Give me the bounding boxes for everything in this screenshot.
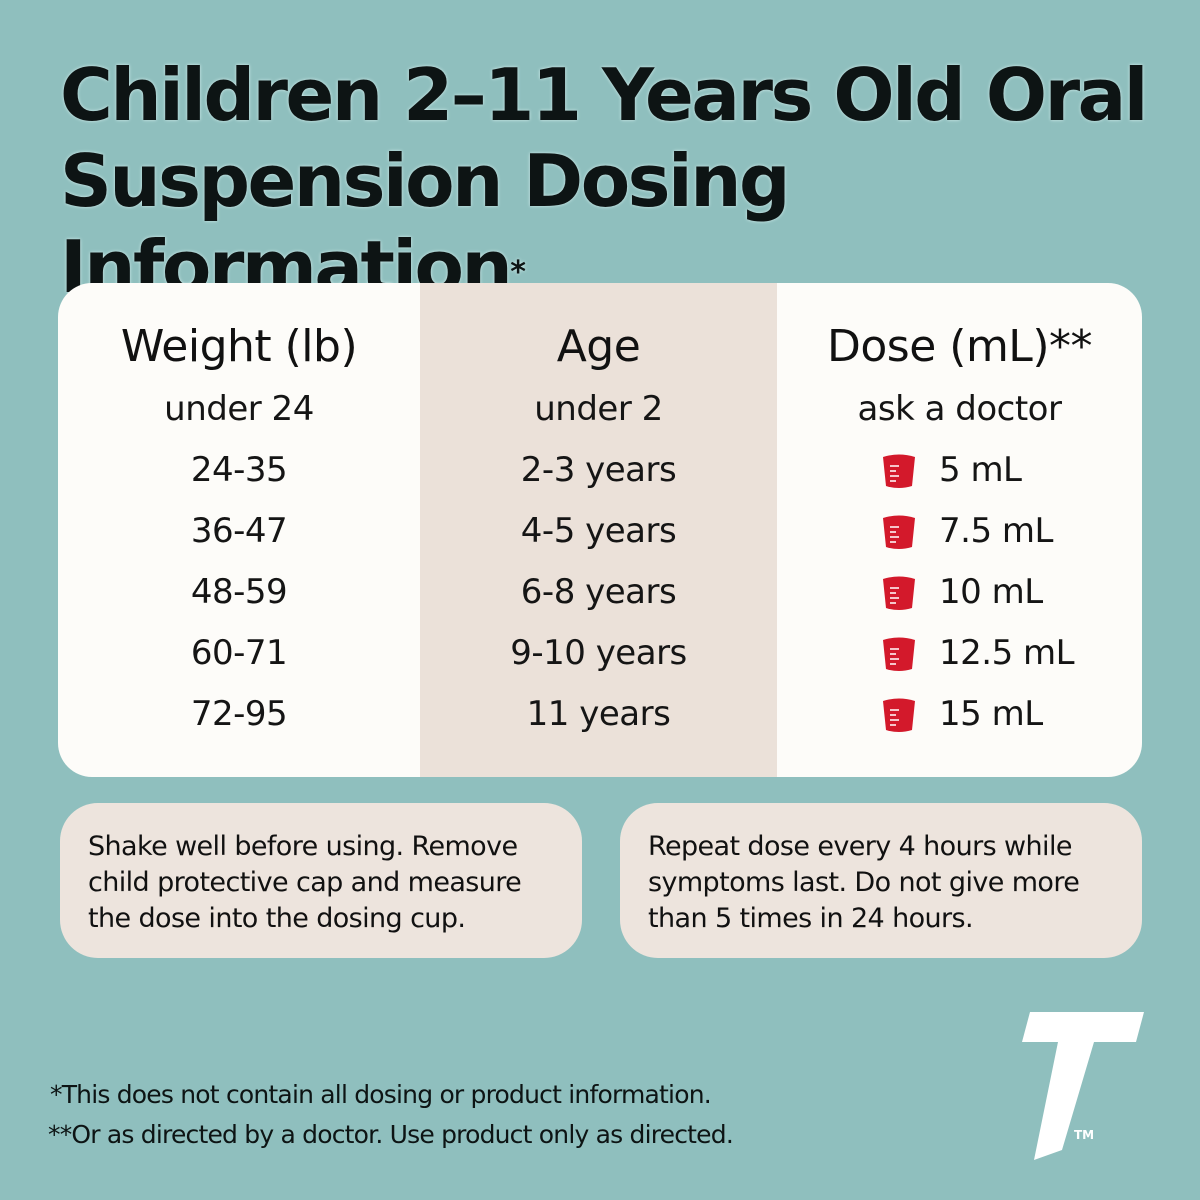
- dosing-cup-icon: [883, 576, 915, 610]
- shake-instructions-note: Shake well before using. Remove child pr…: [60, 803, 582, 958]
- page-title: Children 2–11 Years Old Oral Suspension …: [60, 52, 1160, 310]
- dose-cell: 7.5 mL: [777, 501, 1142, 562]
- footnote-2: **Or as directed by a doctor. Use produc…: [48, 1120, 734, 1149]
- weight-column: Weight (lb) under 24 24-35 36-47 48-59 6…: [58, 283, 420, 777]
- dosing-cup-icon: [883, 515, 915, 549]
- dose-column: Dose (mL)** ask a doctor 5 mL 7.5 mL 10 …: [777, 283, 1142, 777]
- dose-cell: ask a doctor: [857, 389, 1062, 429]
- age-cell: under 2: [534, 389, 663, 429]
- dose-header: Dose (mL)**: [827, 321, 1093, 372]
- weight-cell: under 24: [164, 389, 314, 429]
- age-cell: 2-3 years: [520, 450, 677, 490]
- trademark-symbol: TM: [1074, 1128, 1095, 1142]
- weight-cell: 48-59: [190, 572, 288, 612]
- dose-cell: 5 mL: [777, 440, 1142, 501]
- brand-t-logo-icon: [1022, 1012, 1144, 1160]
- age-column: Age under 2 2-3 years 4-5 years 6-8 year…: [420, 283, 777, 777]
- repeat-dose-note: Repeat dose every 4 hours while symptoms…: [620, 803, 1142, 958]
- title-line-2: Suspension Dosing Information*: [60, 139, 790, 309]
- dosing-cup-icon: [883, 454, 915, 488]
- title-line-1: Children 2–11 Years Old Oral: [60, 53, 1148, 137]
- dosing-cup-icon: [883, 698, 915, 732]
- dosing-table: Weight (lb) under 24 24-35 36-47 48-59 6…: [58, 283, 1142, 777]
- age-header: Age: [556, 321, 641, 372]
- weight-cell: 36-47: [190, 511, 288, 551]
- age-cell: 6-8 years: [520, 572, 677, 612]
- dosing-cup-icon: [883, 637, 915, 671]
- age-cell: 9-10 years: [510, 633, 687, 673]
- dose-cell: 12.5 mL: [777, 623, 1142, 684]
- age-cell: 4-5 years: [520, 511, 677, 551]
- weight-cell: 72-95: [190, 694, 288, 734]
- dose-cell: 10 mL: [777, 562, 1142, 623]
- dose-cell: 15 mL: [777, 684, 1142, 745]
- age-cell: 11 years: [526, 694, 671, 734]
- weight-cell: 60-71: [190, 633, 288, 673]
- footnote-1: *This does not contain all dosing or pro…: [50, 1080, 712, 1109]
- footnotes: *This does not contain all dosing or pro…: [40, 1075, 734, 1155]
- weight-header: Weight (lb): [120, 321, 358, 372]
- title-footnote-marker: *: [510, 255, 526, 290]
- weight-cell: 24-35: [190, 450, 288, 490]
